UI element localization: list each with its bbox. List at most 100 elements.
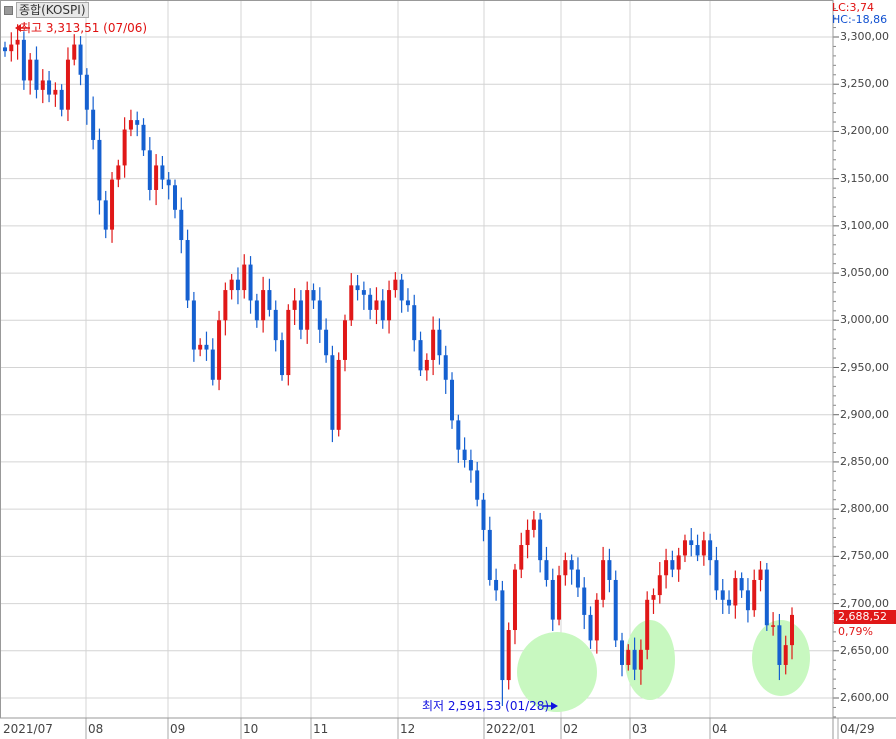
candle-body [443, 355, 448, 380]
candle-body [739, 578, 744, 591]
candle-body [777, 625, 782, 665]
x-tick-label: 04 [712, 722, 728, 736]
candle [563, 552, 568, 586]
candle-body [147, 150, 152, 190]
candle-body [481, 499, 486, 530]
candle-body [3, 47, 7, 52]
candle [500, 580, 505, 707]
candle [456, 414, 461, 463]
candle-body [745, 590, 750, 611]
high-arrowhead-icon [15, 24, 21, 32]
candle-body [632, 649, 637, 670]
candle [557, 565, 562, 626]
chart-title[interactable]: 종합(KOSPI) [4, 2, 89, 18]
candle [701, 531, 706, 566]
candle-body [487, 529, 492, 580]
candle [84, 68, 89, 125]
candle-body [317, 300, 322, 330]
candle [594, 593, 599, 654]
candle [147, 137, 152, 201]
candle-body [682, 540, 687, 556]
y-tick-label: 3,100,00 [840, 218, 889, 232]
candle [651, 588, 656, 614]
y-tick-label: 3,050,00 [840, 266, 889, 280]
candle [620, 632, 625, 677]
candle [387, 280, 392, 334]
candle-body [254, 300, 259, 321]
x-tick-label: 03 [632, 722, 648, 736]
candle-body [47, 80, 52, 95]
candle-body [311, 290, 316, 301]
y-tick-label: 3,250,00 [840, 77, 889, 91]
y-tick-label: 2,650,00 [840, 643, 889, 657]
candle-body [261, 290, 266, 321]
candle-body [280, 340, 285, 376]
candle-body [424, 359, 429, 371]
x-tick-label: 2022/01 [486, 722, 536, 736]
candle [393, 272, 398, 298]
candle-body [393, 279, 398, 291]
candle [783, 635, 788, 675]
candle-body [494, 579, 499, 591]
candle-body [431, 329, 436, 360]
candle-body [34, 59, 39, 90]
candle [179, 197, 184, 254]
candle [437, 318, 442, 365]
candle [431, 316, 436, 376]
candle [689, 528, 694, 557]
candle-body [594, 599, 599, 641]
x-tick-label: 10 [243, 722, 259, 736]
candle-body [720, 590, 725, 600]
candle-body [324, 329, 329, 356]
candle [9, 32, 14, 62]
candle [708, 533, 713, 576]
candle [487, 516, 492, 586]
candle [198, 338, 203, 357]
candle-body [78, 44, 83, 75]
series-label[interactable]: 종합(KOSPI) [16, 2, 89, 18]
candle-body [235, 279, 240, 291]
y-tick-label: 2,800,00 [840, 502, 889, 516]
candle-body [305, 290, 310, 330]
candle [311, 283, 316, 309]
candle [771, 612, 776, 636]
candle [261, 276, 266, 333]
candle-body [361, 290, 366, 295]
candle [330, 345, 335, 443]
candle-body [588, 614, 593, 641]
x-tick-label: 12 [400, 722, 416, 736]
y-tick-label: 2,700,00 [840, 596, 889, 610]
candle-body [374, 300, 379, 310]
candle-body [670, 560, 675, 570]
candle [267, 278, 272, 317]
candle-body [91, 109, 96, 140]
candle-body [638, 649, 643, 670]
low-arrowhead-icon [551, 702, 558, 710]
candle [280, 332, 285, 381]
candle [405, 288, 410, 312]
candle-body [160, 165, 165, 180]
candle [588, 606, 593, 649]
candle [418, 331, 423, 377]
candle [210, 338, 215, 386]
candle-body [59, 89, 64, 110]
y-tick-label: 2,900,00 [840, 407, 889, 421]
candle-body [613, 579, 618, 641]
candle [607, 548, 612, 593]
candle [682, 534, 687, 563]
candle [160, 155, 165, 190]
candle-body [790, 614, 794, 646]
current-price-tag: 2,688,52 [834, 610, 896, 624]
candle [204, 331, 209, 361]
candle-body [538, 519, 543, 561]
series-toggle-icon[interactable] [4, 5, 13, 15]
candle-body [242, 264, 247, 291]
candle-body [179, 209, 184, 241]
candle [110, 172, 115, 243]
candle-body [286, 309, 291, 376]
candle [790, 607, 794, 660]
candle [342, 314, 347, 372]
candle [752, 569, 757, 617]
